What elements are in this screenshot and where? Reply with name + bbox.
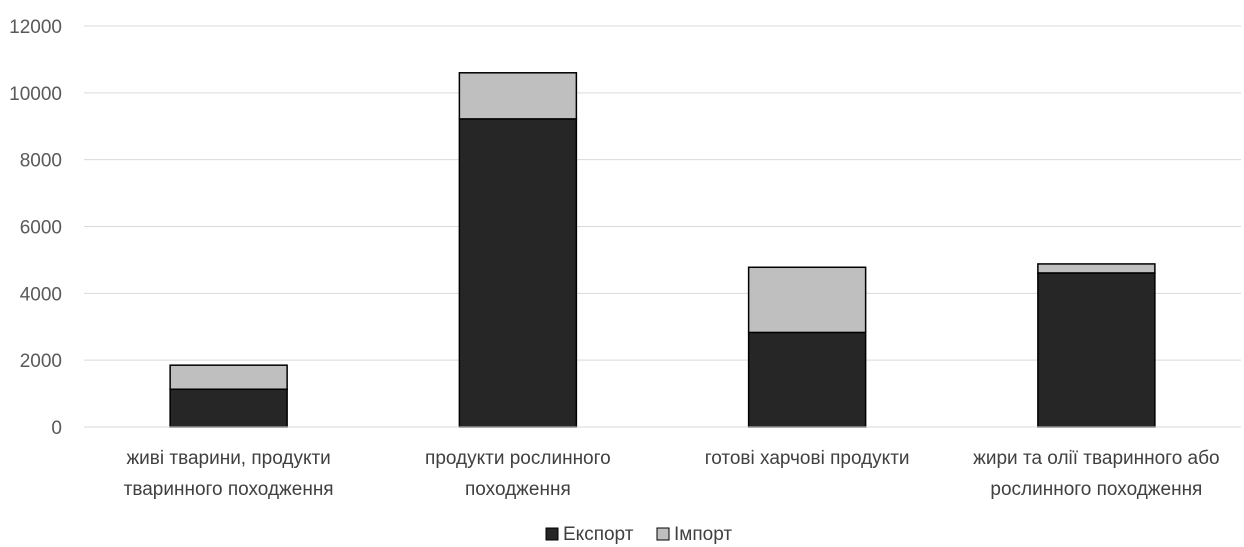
legend-item: Експорт bbox=[545, 524, 634, 545]
y-tick-label: 12000 bbox=[9, 17, 62, 38]
x-category-label-line: тваринного походження bbox=[124, 479, 334, 500]
y-tick-label: 6000 bbox=[20, 218, 62, 239]
bar-segment-import bbox=[169, 364, 288, 390]
bar-segment-export bbox=[747, 331, 867, 428]
legend-swatch bbox=[656, 527, 670, 541]
y-tick-label: 2000 bbox=[20, 351, 62, 372]
y-tick-label: 10000 bbox=[9, 84, 62, 105]
legend-label: Імпорт bbox=[674, 524, 732, 545]
x-category-label-line: жири та олії тваринного або bbox=[973, 448, 1219, 469]
legend-item: Імпорт bbox=[656, 524, 732, 545]
x-category-label: продукти рослинного походження bbox=[425, 448, 611, 500]
bar-segment-export bbox=[1037, 272, 1156, 428]
x-category-label-line: живі тварини, продукти bbox=[126, 448, 330, 469]
legend: Експорт Імпорт bbox=[545, 524, 732, 545]
bar-segment-export bbox=[169, 388, 288, 428]
bar-segment-import bbox=[747, 266, 867, 334]
y-axis-tick-labels: 0 2000 4000 6000 8000 10000 12000 bbox=[9, 17, 62, 439]
x-category-label: жири та олії тваринного або рослинного по… bbox=[973, 448, 1219, 500]
y-tick-label: 4000 bbox=[20, 284, 62, 305]
bar-segment-import bbox=[458, 72, 578, 120]
x-category-label-line: рослинного походження bbox=[990, 479, 1202, 500]
y-tick-label: 0 bbox=[51, 418, 62, 439]
bars bbox=[169, 72, 1156, 428]
x-category-label-line: готові харчові продукти bbox=[705, 448, 910, 469]
x-category-label: живі тварини, продукти тваринного походже… bbox=[124, 448, 334, 500]
y-tick-label: 8000 bbox=[20, 151, 62, 172]
legend-label: Експорт bbox=[563, 524, 634, 545]
x-category-label: готові харчові продукти bbox=[705, 448, 910, 469]
bar-segment-import bbox=[1037, 263, 1156, 274]
x-axis-category-labels: живі тварини, продукти тваринного походже… bbox=[124, 448, 1220, 500]
x-category-label-line: походження bbox=[465, 479, 571, 500]
x-category-label-line: продукти рослинного bbox=[425, 448, 611, 469]
legend-swatch bbox=[545, 527, 559, 541]
bar-segment-export bbox=[458, 118, 578, 428]
